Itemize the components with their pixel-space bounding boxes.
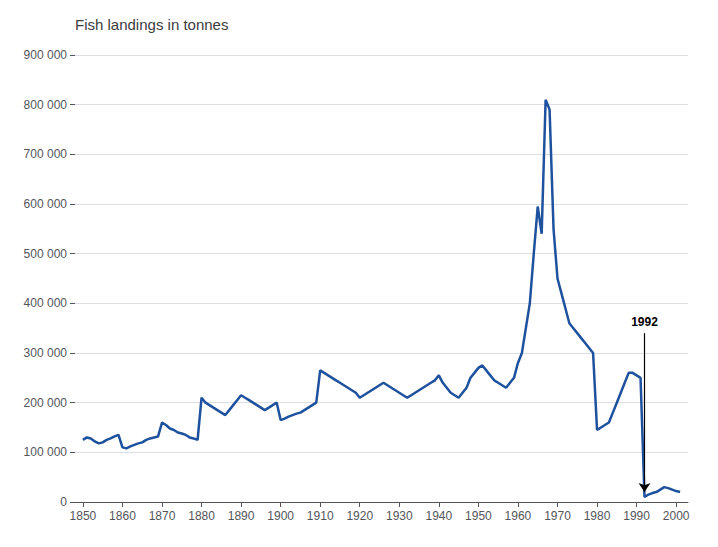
svg-text:700 000: 700 000 [24,147,68,161]
svg-text:1850: 1850 [70,509,97,523]
svg-text:100 000: 100 000 [24,445,68,459]
svg-text:1910: 1910 [307,509,334,523]
svg-text:400 000: 400 000 [24,296,68,310]
svg-text:0: 0 [60,495,67,509]
svg-text:300 000: 300 000 [24,346,68,360]
svg-text:1860: 1860 [109,509,136,523]
svg-text:1900: 1900 [267,509,294,523]
svg-text:1990: 1990 [623,509,650,523]
svg-text:1980: 1980 [584,509,611,523]
svg-text:600 000: 600 000 [24,197,68,211]
svg-text:1880: 1880 [188,509,215,523]
svg-text:2000: 2000 [663,509,690,523]
svg-text:200 000: 200 000 [24,396,68,410]
svg-text:800 000: 800 000 [24,98,68,112]
svg-text:1870: 1870 [149,509,176,523]
svg-text:1960: 1960 [505,509,532,523]
svg-text:Fish landings in tonnes: Fish landings in tonnes [75,16,228,33]
svg-text:1992: 1992 [631,315,658,329]
svg-text:500 000: 500 000 [24,247,68,261]
svg-text:1950: 1950 [465,509,492,523]
svg-text:1930: 1930 [386,509,413,523]
svg-text:1890: 1890 [228,509,255,523]
svg-text:1920: 1920 [346,509,373,523]
svg-text:900 000: 900 000 [24,48,68,62]
svg-text:1940: 1940 [425,509,452,523]
svg-text:1970: 1970 [544,509,571,523]
